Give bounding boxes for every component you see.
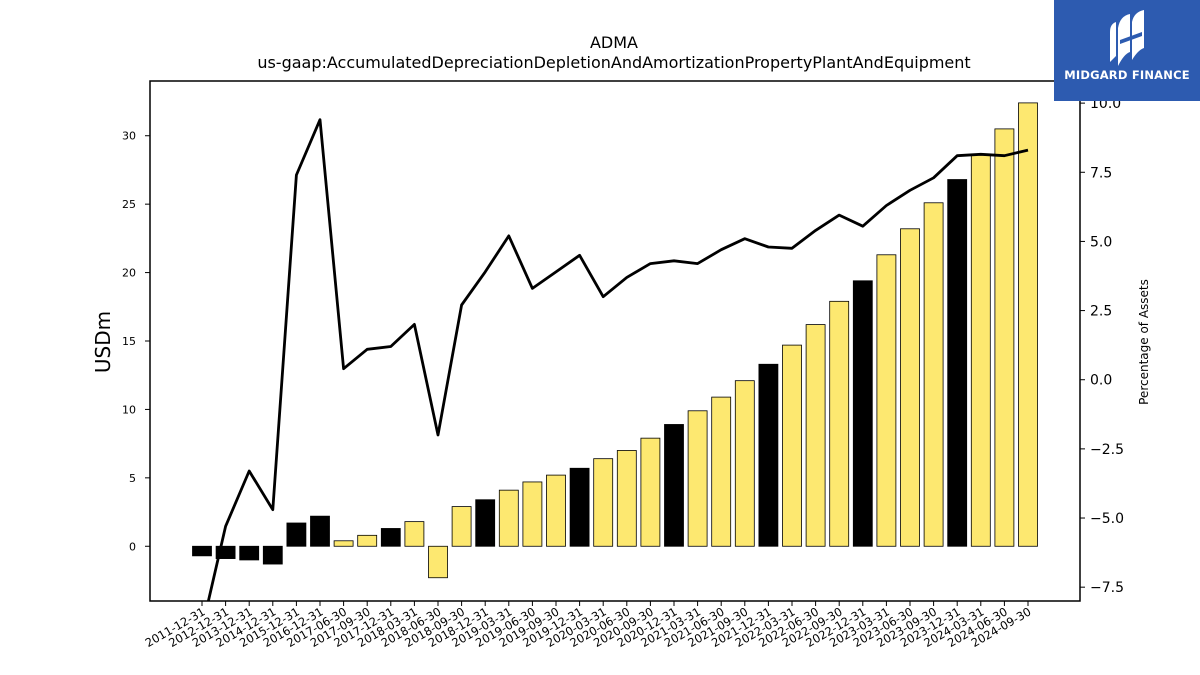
y-tick-label: 0 [129, 540, 136, 553]
y-tick-label: 10 [122, 403, 136, 416]
bar-2019-06-30 [522, 481, 543, 547]
bar-2017-06-30 [333, 540, 354, 547]
bar-2011-12-31 [192, 545, 212, 557]
bar-2021-06-30 [711, 396, 732, 547]
bar-2017-12-31 [380, 528, 401, 547]
bar-2020-03-31 [593, 458, 614, 547]
bar-2021-03-31 [687, 410, 708, 547]
bar-2018-06-30 [428, 545, 448, 579]
bar-2023-09-30 [923, 202, 944, 547]
y-axis-label: USDm [91, 311, 115, 373]
bar-2018-03-31 [404, 521, 425, 547]
bar-2014-12-31 [262, 545, 283, 565]
bar-2024-03-31 [970, 154, 991, 547]
bar-2020-06-30 [616, 450, 637, 547]
bar-2022-12-31 [852, 280, 873, 547]
line-series [206, 118, 1029, 601]
bar-2023-06-30 [900, 228, 920, 547]
logo-text: MIDGARD FINANCE [1064, 68, 1190, 82]
percentage-line [206, 118, 1029, 601]
midgard-logo-icon [1110, 10, 1144, 66]
bar-2018-09-30 [451, 506, 472, 547]
bar-2021-12-31 [758, 363, 779, 547]
bar-2016-12-31 [310, 515, 330, 547]
y-tick-label: 30 [122, 130, 136, 143]
y2-tick-label: 2.5 [1090, 304, 1112, 320]
bar-2022-03-31 [782, 344, 802, 547]
bar-2022-06-30 [805, 324, 826, 547]
bar-2019-12-31 [569, 467, 590, 547]
chart-title: ADMA [590, 33, 638, 52]
bar-2019-09-30 [546, 474, 566, 547]
bar-2022-09-30 [829, 300, 850, 547]
y2-tick-label: −7.5 [1090, 580, 1124, 596]
chart-subtitle: us-gaap:AccumulatedDepreciationDepletion… [257, 53, 970, 72]
y-tick-label: 15 [122, 335, 136, 348]
bar-2015-12-31 [286, 522, 307, 547]
bar-2013-12-31 [239, 545, 260, 561]
bar-2019-03-31 [498, 489, 519, 547]
y-tick-label: 20 [122, 267, 136, 280]
bar-2020-09-30 [640, 437, 661, 547]
y2-tick-label: 0.0 [1090, 373, 1112, 389]
bar-2021-09-30 [734, 380, 755, 547]
y-tick-label: 25 [122, 198, 136, 211]
y2-tick-label: −5.0 [1090, 511, 1124, 527]
y2-tick-label: −2.5 [1090, 442, 1124, 458]
y2-axis-label: Percentage of Assets [1137, 279, 1151, 405]
y2-tick-label: 5.0 [1090, 234, 1112, 250]
bar-2024-09-30 [1018, 102, 1038, 547]
bar-2024-06-30 [994, 128, 1015, 547]
axes: 051015202530−7.5−5.0−2.50.02.55.07.510.0… [122, 80, 1124, 650]
bar-2017-09-30 [357, 534, 378, 547]
bar-2020-12-31 [664, 424, 684, 547]
bar-2023-03-31 [876, 254, 897, 547]
y-tick-label: 5 [129, 472, 136, 485]
bar-2018-12-31 [475, 499, 496, 547]
bar-series [192, 102, 1038, 579]
y2-tick-label: 7.5 [1090, 165, 1112, 181]
bar-2023-12-31 [947, 179, 968, 547]
midgard-finance-logo: MIDGARD FINANCE [1054, 0, 1200, 101]
